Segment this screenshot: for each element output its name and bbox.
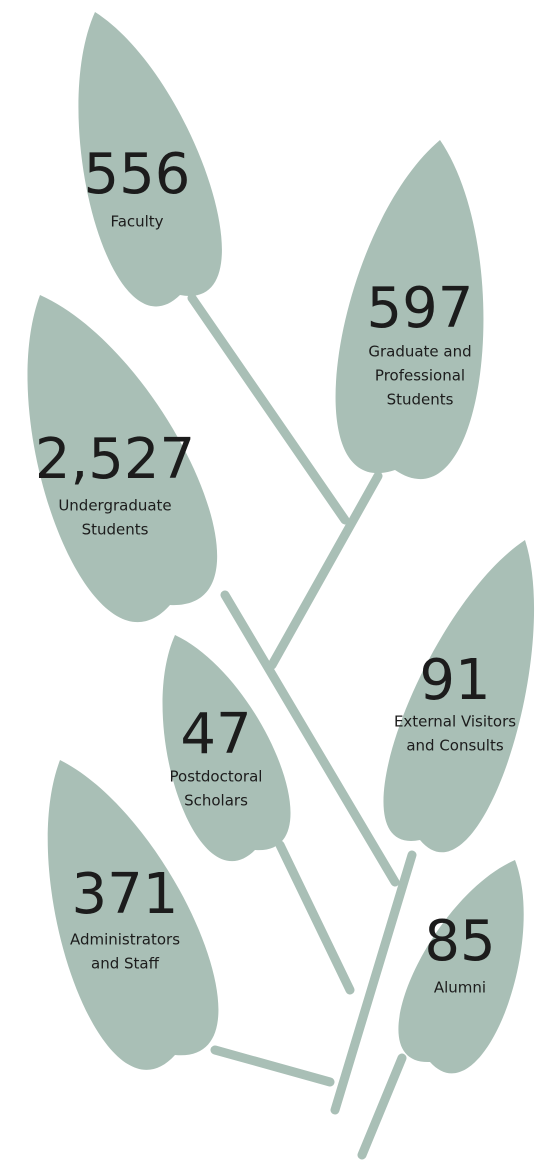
leaf-label: Students <box>387 391 454 409</box>
leaf-label: and Staff <box>91 955 160 973</box>
stem <box>192 298 345 520</box>
stem <box>272 476 378 665</box>
leaf-label: Professional <box>375 367 465 385</box>
leaf-label: and Consults <box>406 737 504 755</box>
leaf-label: Administrators <box>70 931 180 949</box>
leaf-infographic: 556 Faculty 597 Graduate and Professional Stu… <box>0 0 547 1160</box>
leaf: 556 Faculty <box>78 12 221 306</box>
leaf-label: Postdoctoral <box>170 768 263 786</box>
leaf: 2,527 Undergraduate Students <box>27 295 217 622</box>
stem <box>362 1058 402 1155</box>
stem <box>215 1050 330 1082</box>
leaf-value: 91 <box>419 648 490 713</box>
leaf-value: 85 <box>424 909 495 974</box>
leaf: 85 Alumni <box>398 860 523 1073</box>
leaf-label: Graduate and <box>368 343 471 361</box>
leaf-value: 556 <box>84 142 191 207</box>
stem <box>280 845 350 990</box>
leaf-label: Students <box>82 521 149 539</box>
leaf-value: 2,527 <box>35 427 195 492</box>
leaf-label: Scholars <box>184 792 248 810</box>
leaf-value: 371 <box>72 862 179 927</box>
leaves: 556 Faculty 597 Graduate and Professional Stu… <box>27 12 534 1073</box>
leaf-label: Faculty <box>110 213 163 231</box>
leaf-label: Alumni <box>434 979 486 997</box>
leaf: 597 Graduate and Professional Students <box>336 140 484 479</box>
leaf-value: 597 <box>367 276 474 341</box>
leaf-label: External Visitors <box>394 713 516 731</box>
leaf-label: Undergraduate <box>58 497 171 515</box>
leaf-value: 47 <box>180 702 251 767</box>
